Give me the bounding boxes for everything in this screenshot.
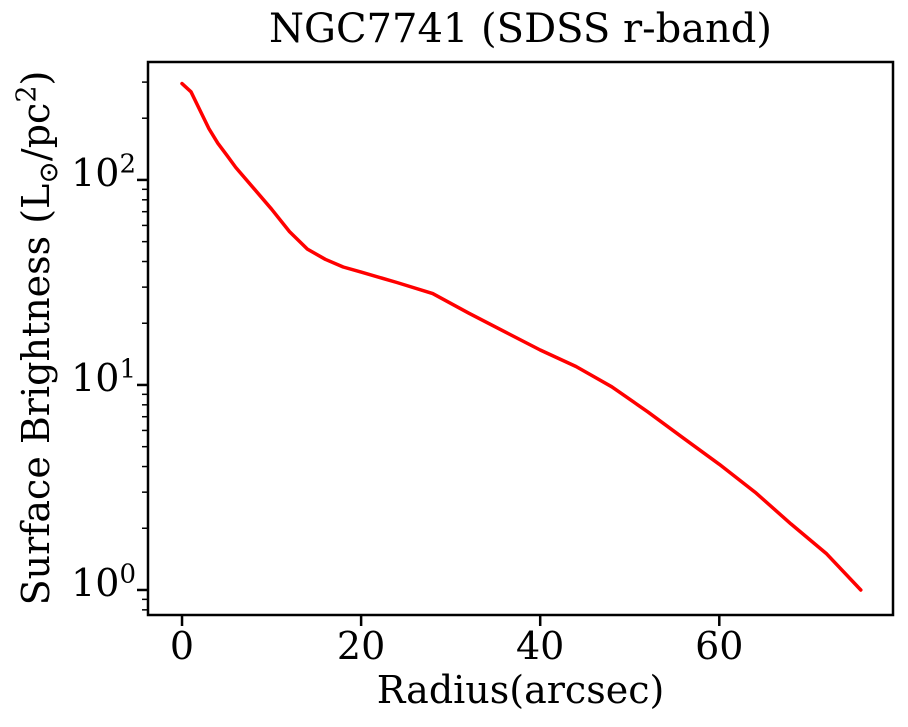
y-axis-label: Surface Brightness (L⊙/pc2) bbox=[11, 70, 65, 606]
x-tick-label: 40 bbox=[516, 624, 565, 668]
y-tick-label: 100 bbox=[71, 559, 136, 605]
surface-brightness-curve bbox=[180, 81, 863, 592]
x-axis-label: Radius(arcsec) bbox=[376, 668, 665, 712]
chart-title: NGC7741 (SDSS r-band) bbox=[268, 6, 773, 52]
y-tick-label: 102 bbox=[71, 149, 136, 195]
x-tick-label: 20 bbox=[336, 624, 386, 668]
x-tick-label: 60 bbox=[695, 624, 744, 668]
y-tick-label: 101 bbox=[71, 354, 136, 400]
plot-border bbox=[146, 60, 895, 617]
x-tick-label: 0 bbox=[169, 624, 195, 668]
